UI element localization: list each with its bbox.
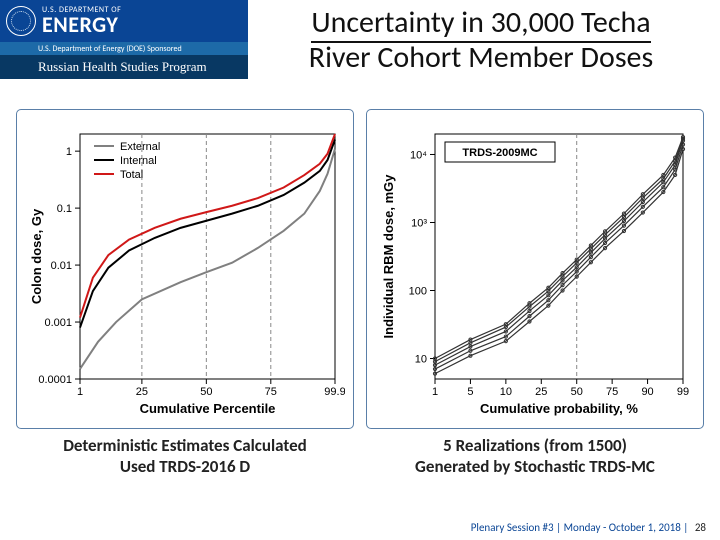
left-chart: 1 25 50 75 99.9 0.0001 0.001 0.01 0.1 1 Cumulative… xyxy=(25,119,345,419)
svg-text:Internal: Internal xyxy=(120,155,157,167)
svg-text:10: 10 xyxy=(415,354,427,366)
title-line-1: Uncertainty in 30,000 Techa xyxy=(311,4,650,43)
svg-text:1: 1 xyxy=(66,146,72,158)
left-chart-panel: 1 25 50 75 99.9 0.0001 0.001 0.01 0.1 1 Cumulative… xyxy=(16,109,354,429)
left-caption-line2: Used TRDS-2016 D xyxy=(120,456,250,477)
svg-text:TRDS-2009MC: TRDS-2009MC xyxy=(462,147,537,159)
right-chart-panel: 1 5 10 25 50 75 90 99 10 100 10³ 10⁴ Cumulative prob… xyxy=(366,109,704,429)
svg-text:0.1: 0.1 xyxy=(57,203,72,215)
svg-text:0.01: 0.01 xyxy=(51,260,72,272)
svg-text:Colon dose, Gy: Colon dose, Gy xyxy=(29,208,44,304)
doe-main-text: ENERGY xyxy=(42,14,121,36)
doe-logo-block: U.S. DEPARTMENT OF ENERGY U.S. Departmen… xyxy=(0,0,248,79)
svg-text:99: 99 xyxy=(677,386,689,398)
doe-subbanner: U.S. Department of Energy (DOE) Sponsore… xyxy=(0,42,248,55)
title-line-2: River Cohort Member Doses xyxy=(309,39,653,76)
svg-text:25: 25 xyxy=(535,386,547,398)
svg-text:10: 10 xyxy=(500,386,512,398)
slide-footer: Plenary Session #3 | Monday - October 1,… xyxy=(471,521,706,534)
charts-row: 1 25 50 75 99.9 0.0001 0.001 0.01 0.1 1 Cumulative… xyxy=(0,79,720,435)
captions-row: Deterministic Estimates Calculated Used … xyxy=(0,435,720,477)
right-caption-line2: Generated by Stochastic TRDS-MC xyxy=(415,456,655,477)
svg-text:50: 50 xyxy=(200,386,212,398)
svg-text:50: 50 xyxy=(571,386,583,398)
svg-text:Individual RBM dose, mGy: Individual RBM dose, mGy xyxy=(381,174,396,339)
svg-text:90: 90 xyxy=(641,386,653,398)
program-banner: Russian Health Studies Program xyxy=(0,55,248,79)
svg-text:0.001: 0.001 xyxy=(44,317,72,329)
svg-text:External: External xyxy=(120,141,160,153)
svg-text:1: 1 xyxy=(432,386,438,398)
left-caption: Deterministic Estimates Calculated Used … xyxy=(16,435,354,477)
right-caption: 5 Realizations (from 1500) Generated by … xyxy=(366,435,704,477)
page-number: 28 xyxy=(695,521,706,534)
svg-text:0.0001: 0.0001 xyxy=(38,374,72,386)
doe-seal-icon xyxy=(6,6,36,36)
svg-text:75: 75 xyxy=(606,386,618,398)
right-caption-line1: 5 Realizations (from 1500) xyxy=(443,435,627,456)
slide-title: Uncertainty in 30,000 Techa River Cohort… xyxy=(248,0,720,75)
svg-text:5: 5 xyxy=(467,386,473,398)
svg-text:10⁴: 10⁴ xyxy=(410,149,427,161)
svg-text:100: 100 xyxy=(409,286,427,298)
right-chart: 1 5 10 25 50 75 90 99 10 100 10³ 10⁴ Cumulative prob… xyxy=(375,119,695,419)
svg-text:1: 1 xyxy=(77,386,83,398)
footer-text: Plenary Session #3 | Monday - October 1,… xyxy=(471,521,689,534)
svg-text:Cumulative Percentile: Cumulative Percentile xyxy=(140,401,276,416)
svg-text:99.9: 99.9 xyxy=(324,386,345,398)
svg-text:25: 25 xyxy=(136,386,148,398)
svg-text:Total: Total xyxy=(120,169,143,181)
svg-text:Cumulative probability, %: Cumulative probability, % xyxy=(480,401,638,416)
slide-header: U.S. DEPARTMENT OF ENERGY U.S. Departmen… xyxy=(0,0,720,79)
left-caption-line1: Deterministic Estimates Calculated xyxy=(63,435,307,456)
svg-text:10³: 10³ xyxy=(411,217,427,229)
svg-text:75: 75 xyxy=(265,386,277,398)
doe-banner: U.S. DEPARTMENT OF ENERGY xyxy=(0,0,248,42)
